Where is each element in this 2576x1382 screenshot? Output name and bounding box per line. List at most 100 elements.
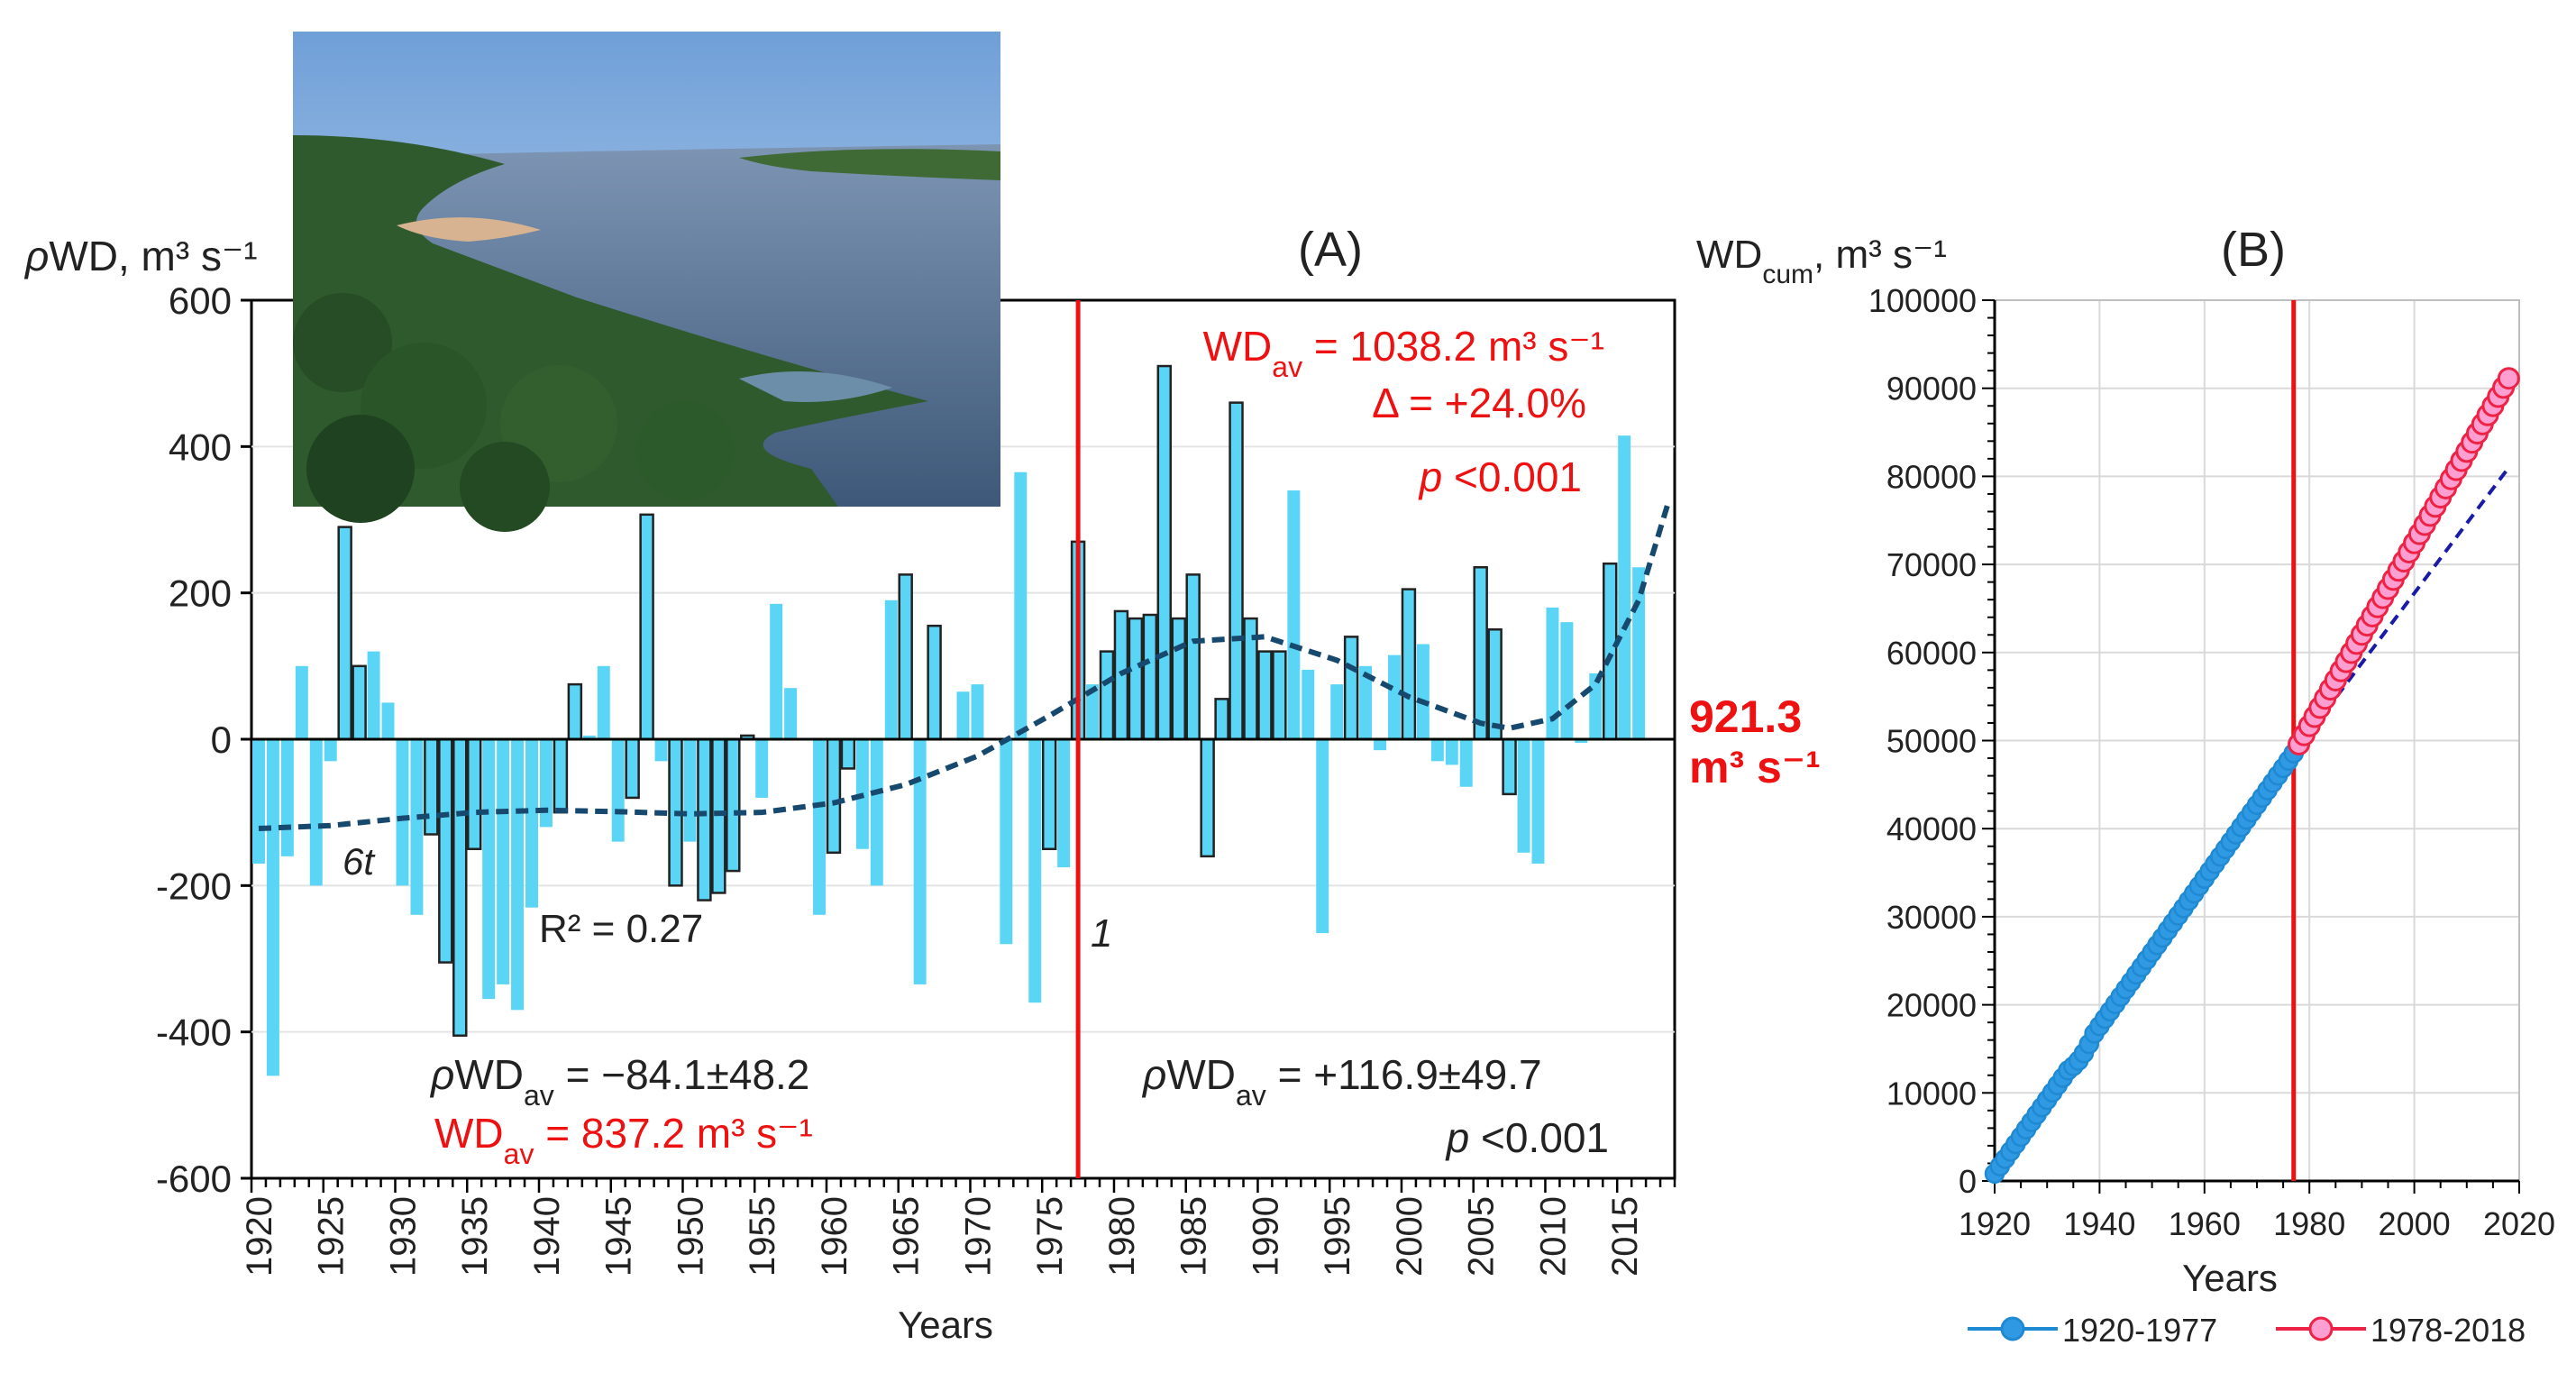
bar: [1229, 401, 1244, 741]
bar: [1214, 698, 1229, 741]
bar: [597, 665, 610, 739]
bar: [1041, 737, 1057, 850]
y-tick-label: 0: [1959, 1163, 1977, 1200]
bar: [295, 665, 308, 739]
bar: [913, 739, 927, 984]
y-tick-label: 400: [169, 426, 232, 468]
x-tick-label: 1930: [383, 1196, 423, 1277]
bar: [381, 702, 395, 739]
bar: [324, 739, 337, 762]
bar: [367, 651, 380, 739]
bar: [424, 737, 439, 836]
bar: [1487, 628, 1503, 741]
y-tick-label: 20000: [1886, 987, 1977, 1024]
bar: [683, 739, 697, 842]
river-photo: [293, 32, 1000, 532]
bar: [1171, 617, 1186, 741]
x-tick-label: 1920: [1959, 1205, 2031, 1242]
bar: [438, 737, 453, 964]
bar: [352, 664, 367, 741]
trend-name: 6t: [343, 840, 376, 883]
y-tick-label: 60000: [1886, 635, 1977, 672]
legend-marker: [2308, 1316, 2334, 1341]
x-tick-label: 1950: [671, 1196, 710, 1277]
bar: [1618, 435, 1631, 739]
legend-label: 1978-2018: [2370, 1312, 2526, 1349]
legend-label: 1920-1977: [2062, 1312, 2217, 1349]
bar: [971, 684, 984, 739]
bar: [1603, 562, 1618, 741]
p-value-right-bottom: p <0.001: [1445, 1114, 1609, 1161]
bar: [1343, 636, 1359, 741]
rho-mean-left: ρWDav = −84.1±48.2: [429, 1051, 809, 1112]
x-tick-label: 1960: [2169, 1205, 2241, 1242]
bar: [539, 739, 553, 828]
y-axis-label: ρWD, m³ s⁻¹: [23, 233, 258, 279]
bar: [1401, 588, 1417, 741]
x-axis-label: Years: [2182, 1257, 2278, 1299]
x-tick-label: 1925: [312, 1196, 352, 1277]
right-mean-text: WDav = 1038.2 m³ s⁻¹: [1203, 323, 1604, 383]
bar: [1546, 607, 1559, 739]
x-tick-label: 1940: [2063, 1205, 2135, 1242]
legend-marker: [2000, 1316, 2025, 1341]
mean-left: WDav = 837.2 m³ s⁻¹: [434, 1110, 813, 1170]
bar: [1502, 737, 1517, 796]
bar: [639, 513, 654, 741]
bar: [1575, 739, 1588, 744]
y-tick-label: 10000: [1886, 1075, 1977, 1112]
bar: [1374, 739, 1387, 751]
y-tick-label: 200: [169, 572, 232, 615]
x-tick-label: 2000: [1390, 1196, 1430, 1277]
bar: [337, 526, 352, 741]
x-axis-label: Years: [898, 1304, 993, 1346]
p-value-right-top: p <0.001: [1418, 453, 1582, 500]
bar: [770, 603, 783, 739]
bar: [1200, 737, 1215, 858]
bar: [525, 739, 538, 908]
x-tick-label: 2010: [1533, 1196, 1573, 1277]
bar: [826, 737, 842, 855]
bar: [840, 737, 856, 770]
x-tick-label: 1920: [240, 1196, 279, 1277]
bar: [553, 737, 569, 814]
x-tick-label: 1935: [455, 1196, 495, 1277]
bar: [1560, 622, 1574, 739]
bar: [1359, 665, 1373, 739]
bar: [1057, 739, 1071, 868]
delta-text: Δ = +24.0%: [1372, 380, 1586, 426]
bar: [726, 737, 741, 873]
bar: [1459, 739, 1473, 787]
y-tick-label: 40000: [1886, 810, 1977, 847]
bar: [582, 735, 596, 739]
bar: [1000, 739, 1013, 945]
bar: [466, 737, 482, 850]
bar: [813, 739, 826, 915]
x-tick-label: 1960: [815, 1196, 854, 1277]
x-tick-label: 2000: [2379, 1205, 2451, 1242]
long-term-mean: 921.3: [1689, 691, 1802, 742]
bar: [1430, 739, 1444, 762]
bar: [396, 739, 409, 886]
bar: [884, 599, 898, 739]
bar: [1014, 471, 1028, 739]
x-tick-label: 1965: [887, 1196, 927, 1277]
breakpoint-label: 1: [1091, 911, 1112, 956]
bar: [410, 739, 424, 915]
y-tick-label: 600: [169, 279, 232, 322]
x-tick-label: 1980: [1102, 1196, 1142, 1277]
x-tick-label: 1975: [1030, 1196, 1070, 1277]
bar: [1416, 644, 1430, 739]
trend-line: [258, 504, 1670, 832]
panel-b: 0 10000 20000 30000 40000 50000 60000 70000 8000…: [1696, 223, 2555, 1349]
bar: [1517, 739, 1530, 853]
y-axis-label: WDcum, m³ s⁻¹: [1696, 233, 1947, 289]
bar: [784, 688, 798, 739]
bar: [654, 739, 668, 762]
y-tick-label: -400: [156, 1011, 232, 1054]
bar: [1473, 566, 1488, 741]
bar: [755, 739, 769, 798]
bar: [1142, 613, 1158, 741]
